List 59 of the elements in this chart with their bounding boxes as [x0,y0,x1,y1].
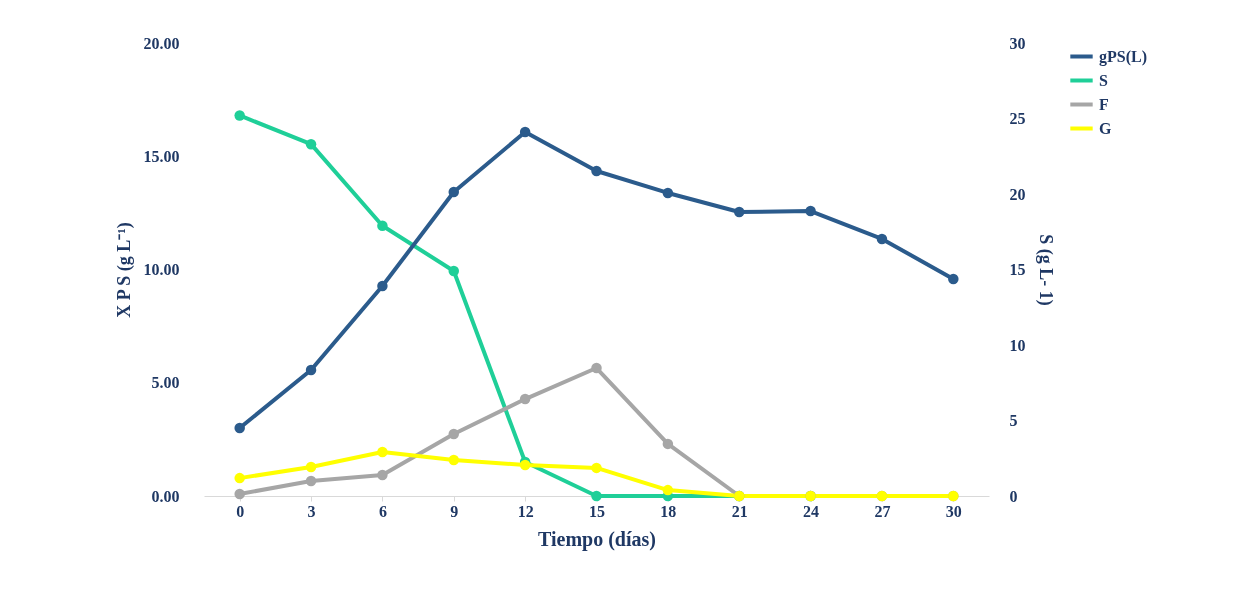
x-tick-label: 27 [874,502,891,520]
x-tick-label: 3 [307,502,316,520]
point [591,462,602,474]
point [519,393,531,405]
point [377,280,388,292]
point [519,126,531,138]
x-axis-title: Tiempo (días) [538,527,656,551]
y2-tick-label: 20 [1009,185,1026,203]
point [448,454,460,466]
point [377,220,388,231]
point [234,488,245,500]
point [591,362,602,374]
y2-tick-label: 10 [1009,336,1026,354]
x-tick-label: 9 [450,502,459,520]
point [948,273,959,285]
y2-tick-label: 25 [1009,110,1026,127]
point [876,233,888,245]
y-tick-label: 15.00 [143,147,180,165]
y-axis-title: X P S (g L⁻¹) [113,222,135,318]
point [448,186,460,198]
point [591,490,602,502]
x-tick-label: 18 [660,502,677,520]
x-tick-label: 12 [517,502,534,520]
point [305,461,317,473]
point [234,110,245,121]
point [234,422,245,434]
x-tick-label: 15 [589,502,605,520]
point [377,446,388,458]
legend-label: gPS(L) [1099,47,1147,66]
legend-label: S [1099,71,1108,89]
legend-label: G [1099,119,1112,137]
y-tick-label: 5.00 [151,374,180,392]
y-tick-label: 10.00 [143,261,180,278]
y2-tick-label: 15 [1009,261,1026,278]
point [805,205,816,217]
y2-tick-label: 5 [1009,412,1018,429]
point [448,265,460,277]
point [305,138,317,150]
x-tick-label: 24 [803,502,820,520]
y2-tick-label: 0 [1009,487,1018,505]
point [662,187,674,199]
point [733,206,745,218]
point [662,438,674,450]
y-tick-label: 20.00 [143,34,180,52]
point [305,475,317,487]
point [305,364,317,376]
x-tick-label: 6 [378,502,387,520]
y-tick-label: 0.00 [151,487,180,505]
x-tick-label: 0 [236,502,245,520]
y2-tick-label: 30 [1009,34,1026,52]
point [662,484,674,496]
y2-axis-title: S (g L- 1) [1034,234,1056,306]
point [377,469,388,481]
point [591,165,602,177]
x-tick-label: 21 [731,502,748,520]
legend-label: F [1099,95,1109,113]
point [234,472,245,484]
point [448,428,460,440]
x-tick-label: 30 [945,502,962,520]
